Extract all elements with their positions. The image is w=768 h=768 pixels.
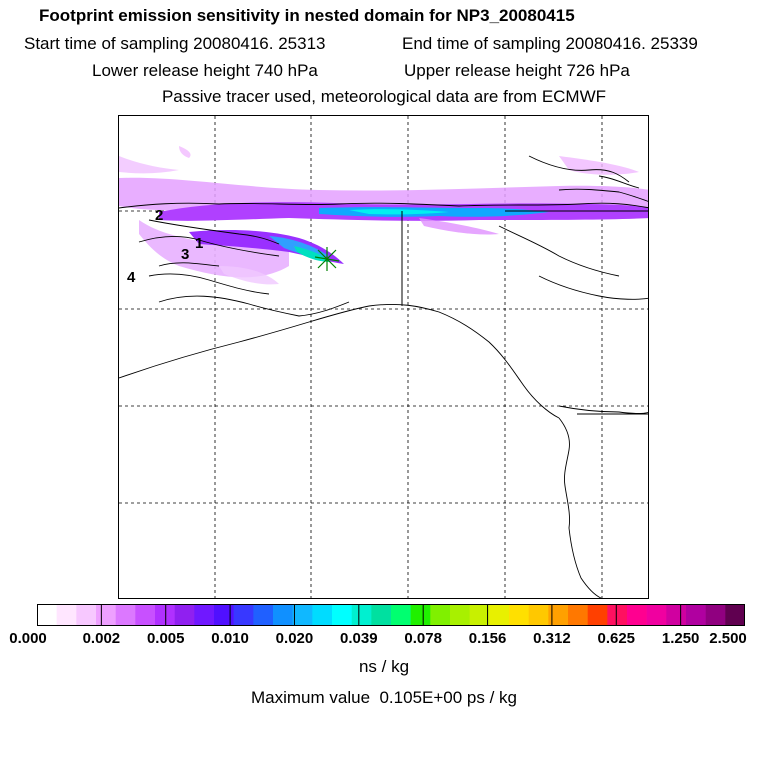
color-scale-tick-label: 0.020 [275, 630, 314, 647]
color-swatch [135, 604, 156, 626]
color-scale-tick-label: 1.250 [661, 630, 700, 647]
upper-release-label: Upper release height 726 hPa [404, 61, 630, 80]
color-scale-tick-label: 0.039 [340, 630, 378, 647]
color-swatch [587, 604, 608, 626]
color-swatch [705, 604, 726, 626]
color-scale-tick-label: 0.312 [533, 630, 571, 647]
map-title: Footprint emission sensitivity in nested… [39, 6, 575, 25]
color-swatch [568, 604, 588, 626]
color-swatch [666, 604, 687, 626]
map-canvas: 2 1 3 4 [119, 116, 648, 598]
color-swatch [312, 604, 333, 626]
color-swatch [253, 604, 274, 626]
color-scale-tick-label: 2.500 [709, 630, 747, 647]
trajectory-label-2: 2 [155, 207, 163, 224]
color-swatch [430, 604, 451, 626]
unit-label: ns / kg [358, 657, 410, 676]
color-swatch [194, 604, 215, 626]
color-swatch [528, 604, 549, 626]
trajectory-label-1: 1 [195, 235, 203, 252]
color-swatch [332, 604, 352, 626]
color-swatch [607, 604, 628, 626]
color-scale-tick-label: 0.625 [597, 630, 636, 647]
color-swatch [410, 604, 431, 626]
color-swatch [115, 604, 136, 626]
color-scale-tick-label: 0.078 [404, 630, 442, 647]
color-swatch [391, 604, 411, 626]
color-swatch [56, 604, 77, 626]
color-swatch [548, 604, 569, 626]
color-swatch [646, 604, 667, 626]
maximum-value-label: Maximum value 0.105E+00 ps / kg [251, 688, 517, 707]
color-swatch [489, 604, 510, 626]
tracer-note: Passive tracer used, meteorological data… [161, 87, 607, 106]
color-swatch [627, 604, 647, 626]
color-swatch [686, 604, 706, 626]
color-scale-tick-label: 0.010 [211, 630, 249, 647]
color-swatch [76, 604, 97, 626]
color-swatch [155, 604, 175, 626]
color-scale-border [37, 604, 745, 626]
lower-release-label: Lower release height 740 hPa [92, 61, 318, 80]
release-point-star [314, 247, 340, 271]
color-scale-tick-label: 0.002 [82, 630, 121, 647]
coastlines [119, 155, 648, 598]
color-swatch [174, 604, 195, 626]
color-swatch [725, 604, 746, 626]
color-scale-tick-label: 0.156 [468, 630, 507, 647]
color-swatch [233, 604, 254, 626]
color-swatch [351, 604, 372, 626]
color-swatch [509, 604, 529, 626]
footprint-map: 2 1 3 4 [118, 115, 649, 599]
color-swatch [37, 604, 57, 626]
color-scale-tick-label: 0.000 [9, 630, 47, 647]
color-swatch [450, 604, 470, 626]
color-swatch [96, 604, 116, 626]
borders [401, 210, 648, 415]
trajectory-label-3: 3 [181, 246, 189, 263]
color-swatch [273, 604, 293, 626]
start-time-label: Start time of sampling 20080416. 25313 [24, 34, 326, 53]
color-swatch [371, 604, 392, 626]
color-scale-tick-label: 0.005 [146, 630, 185, 647]
color-swatch [292, 604, 313, 626]
color-swatch [214, 604, 234, 626]
end-time-label: End time of sampling 20080416. 25339 [402, 34, 698, 53]
color-scale-swatches [36, 604, 746, 626]
trajectory-label-4: 4 [127, 269, 136, 286]
color-scale-bar [36, 604, 746, 626]
color-swatch [469, 604, 490, 626]
